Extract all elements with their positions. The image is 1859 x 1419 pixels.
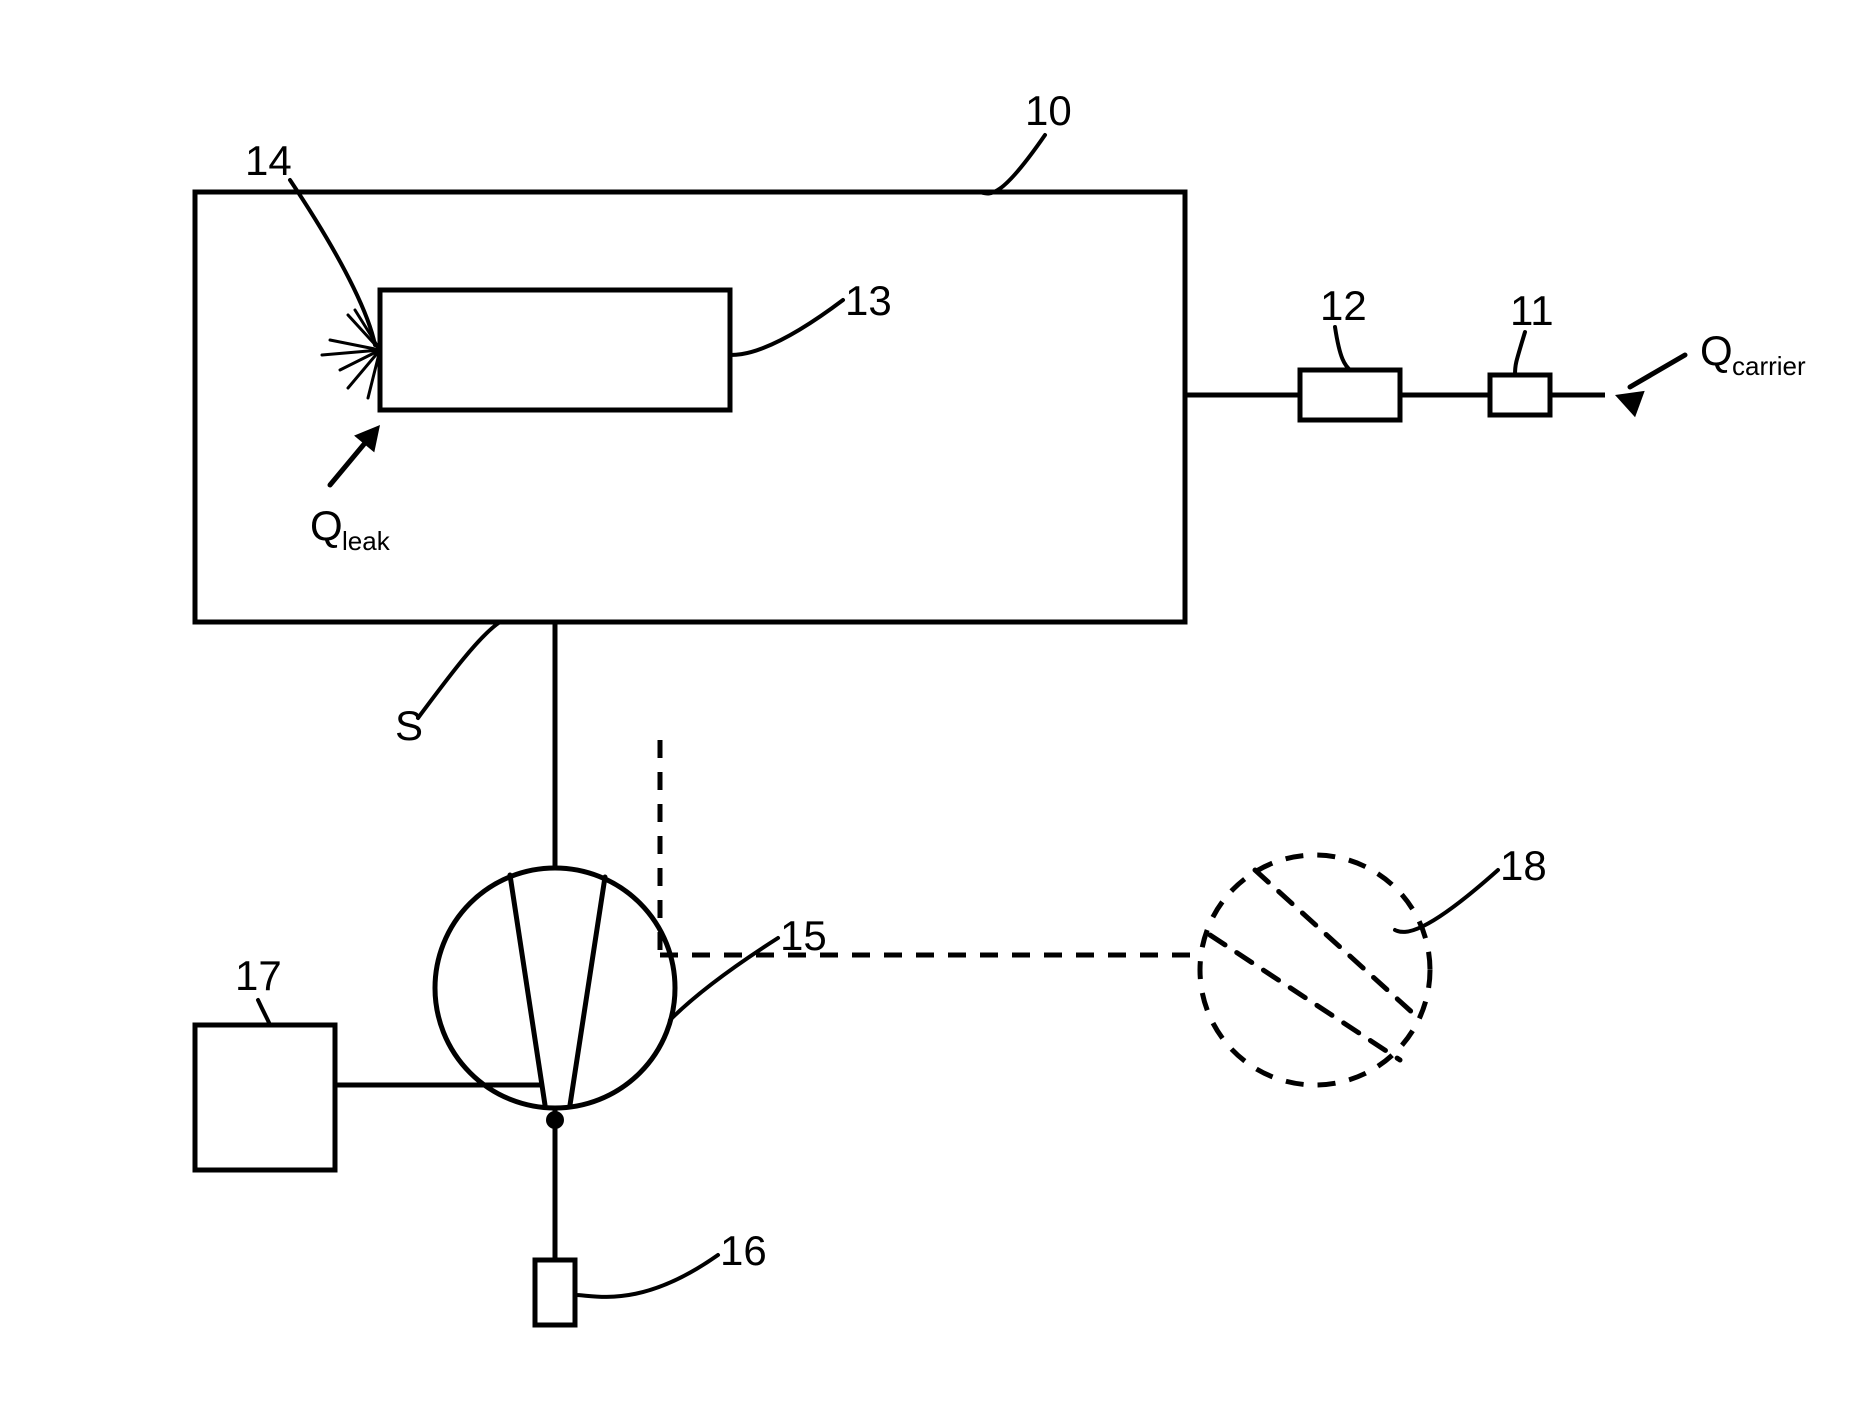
sample-13 bbox=[380, 290, 730, 410]
leader-n15 bbox=[670, 938, 778, 1020]
leader-n10 bbox=[980, 135, 1045, 194]
label-n17: 17 bbox=[235, 952, 282, 999]
leader-n17 bbox=[258, 1000, 270, 1025]
svg-text:Q: Q bbox=[310, 502, 343, 549]
label-n18: 18 bbox=[1500, 842, 1547, 889]
label-S: S bbox=[395, 702, 423, 749]
label-q-carrier: Qcarrier bbox=[1700, 327, 1806, 381]
svg-text:Q: Q bbox=[1700, 327, 1733, 374]
leader-S bbox=[418, 622, 500, 718]
leader-n18 bbox=[1395, 870, 1498, 932]
svg-text:leak: leak bbox=[342, 526, 391, 556]
pump-15 bbox=[435, 868, 675, 1108]
pump18-vane-b bbox=[1210, 935, 1400, 1060]
svg-text:carrier: carrier bbox=[1732, 351, 1806, 381]
pump-18 bbox=[1200, 855, 1430, 1085]
label-n12: 12 bbox=[1320, 282, 1367, 329]
label-n16: 16 bbox=[720, 1227, 767, 1274]
block-11 bbox=[1490, 375, 1550, 415]
leader-n11 bbox=[1515, 332, 1525, 375]
leader-n12 bbox=[1335, 327, 1350, 370]
label-n15: 15 bbox=[780, 912, 827, 959]
block-17 bbox=[195, 1025, 335, 1170]
label-n13: 13 bbox=[845, 277, 892, 324]
block-16 bbox=[535, 1260, 575, 1325]
pump15-vane-l bbox=[510, 875, 545, 1105]
pump18-vane-a bbox=[1255, 870, 1415, 1015]
qcarrier-arrow-shaft bbox=[1630, 355, 1685, 387]
label-n11: 11 bbox=[1510, 287, 1554, 334]
chamber-10 bbox=[195, 192, 1185, 622]
block-12 bbox=[1300, 370, 1400, 420]
junction-dot bbox=[546, 1111, 564, 1129]
label-n10: 10 bbox=[1025, 87, 1072, 134]
leader-n13 bbox=[730, 300, 843, 355]
leader-n16 bbox=[575, 1255, 718, 1297]
label-n14: 14 bbox=[245, 137, 292, 184]
qcarrier-arrow-head bbox=[1615, 391, 1645, 417]
label-q-leak: Qleak bbox=[310, 502, 391, 556]
pump15-vane-r bbox=[570, 877, 605, 1105]
qleak-arrow-shaft bbox=[330, 437, 370, 485]
